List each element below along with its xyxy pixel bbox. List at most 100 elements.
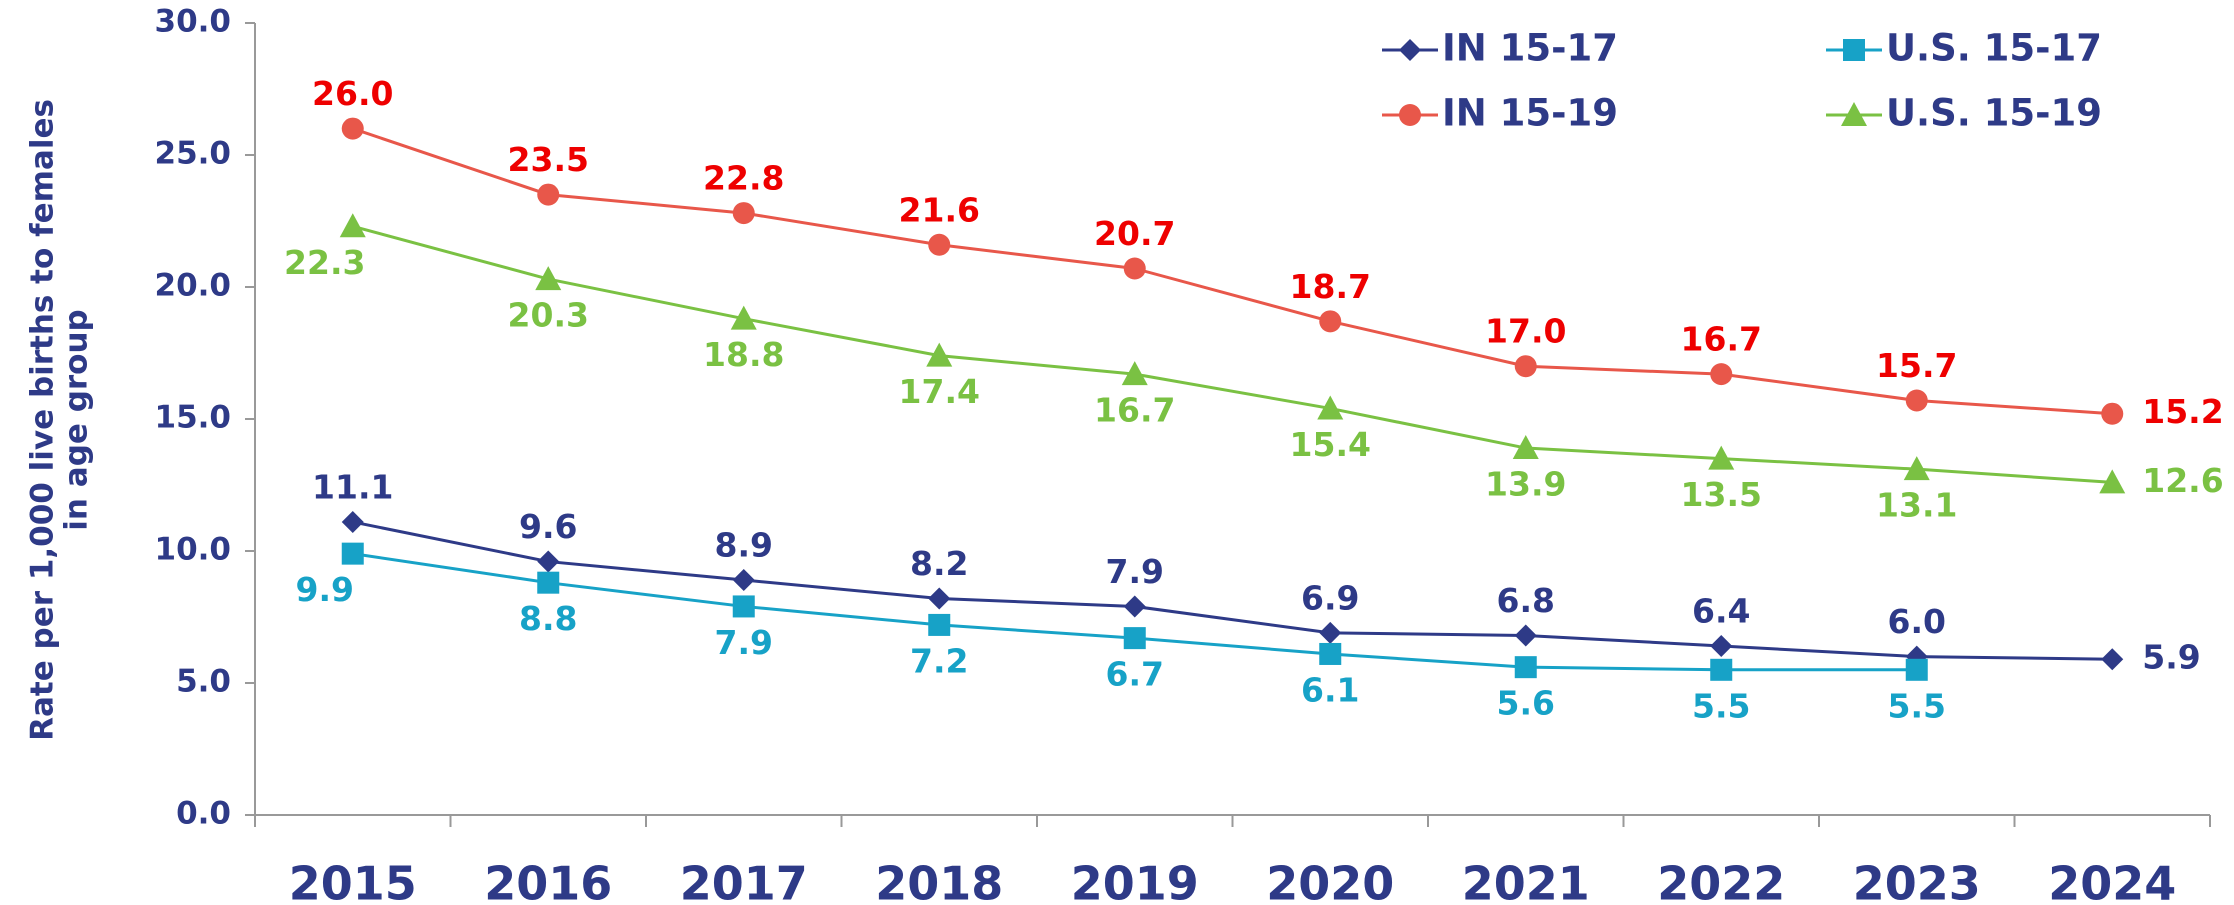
point: [732, 569, 755, 592]
value-label: 13.5: [1681, 475, 1762, 514]
point: [1710, 635, 1733, 658]
y-tick-label: 25.0: [155, 136, 232, 172]
y-axis-label: in age group: [59, 309, 95, 530]
point: [928, 613, 951, 636]
value-label: 12.6: [2142, 461, 2223, 500]
value-label: 11.1: [312, 467, 393, 506]
value-label: 22.8: [703, 159, 784, 198]
value-label: 9.9: [296, 570, 354, 609]
value-label: 5.5: [1888, 686, 1946, 725]
point: [2101, 402, 2124, 425]
value-label: 6.8: [1497, 581, 1555, 620]
value-label: 9.6: [519, 507, 577, 546]
value-label: 6.7: [1106, 655, 1164, 694]
y-axis-label: Rate per 1,000 live births to females: [25, 99, 61, 741]
value-label: 17.4: [899, 372, 980, 411]
value-label: 21.6: [899, 190, 980, 229]
point: [2099, 469, 2126, 494]
point: [1905, 389, 1928, 412]
x-tick-label: 2024: [2048, 857, 2176, 905]
legend-marker: [1399, 39, 1421, 61]
value-label: 18.7: [1290, 267, 1371, 306]
value-label: 8.8: [519, 599, 577, 638]
point: [537, 550, 560, 573]
y-tick-label: 30.0: [155, 4, 232, 40]
value-label: 16.7: [1094, 391, 1175, 430]
value-label: 20.7: [1094, 214, 1175, 253]
legend-label: IN 15-19: [1442, 92, 1618, 135]
value-label: 6.4: [1692, 592, 1750, 631]
value-label: 6.9: [1301, 578, 1359, 617]
value-label: 5.9: [2142, 638, 2200, 677]
value-label: 23.5: [508, 140, 589, 179]
point: [926, 342, 953, 367]
value-label: 20.3: [508, 296, 589, 335]
legend-marker: [1843, 39, 1865, 61]
series-line: [352, 127, 2113, 416]
point: [928, 233, 951, 256]
point: [1710, 658, 1733, 681]
value-label: 6.1: [1301, 670, 1359, 709]
legend-label: U.S. 15-17: [1886, 27, 2102, 70]
x-tick-label: 2023: [1853, 857, 1981, 905]
x-tick-label: 2015: [289, 857, 417, 905]
x-tick-label: 2018: [875, 857, 1003, 905]
y-tick-label: 20.0: [155, 268, 232, 304]
value-label: 7.9: [1106, 552, 1164, 591]
value-label: 8.9: [715, 526, 773, 565]
y-tick-label: 10.0: [155, 532, 232, 568]
point: [2101, 648, 2124, 671]
legend-label: U.S. 15-19: [1886, 92, 2102, 135]
value-label: 6.0: [1888, 602, 1946, 641]
x-tick-label: 2022: [1657, 857, 1785, 905]
point: [1317, 395, 1344, 420]
value-label: 15.7: [1876, 346, 1957, 385]
point: [1905, 658, 1928, 681]
value-label: 13.1: [1876, 486, 1957, 525]
point: [341, 117, 364, 140]
value-label: 15.4: [1290, 425, 1371, 464]
value-label: 22.3: [284, 243, 365, 282]
series-line: [352, 520, 2113, 661]
point: [1514, 624, 1537, 647]
value-label: 13.9: [1485, 465, 1566, 504]
point: [537, 571, 560, 594]
value-label: 7.9: [715, 623, 773, 662]
y-tick-label: 15.0: [155, 400, 232, 436]
value-label: 5.5: [1692, 686, 1750, 725]
point: [339, 213, 366, 238]
value-label: 26.0: [312, 74, 393, 113]
point: [928, 587, 951, 610]
x-tick-label: 2019: [1071, 857, 1199, 905]
x-tick-label: 2021: [1462, 857, 1590, 905]
point: [537, 183, 560, 206]
point: [1121, 361, 1148, 386]
y-tick-label: 5.0: [176, 664, 231, 700]
point: [1319, 621, 1342, 644]
point: [341, 542, 364, 565]
value-label: 16.7: [1681, 320, 1762, 359]
point: [1708, 445, 1735, 470]
point: [1319, 310, 1342, 333]
point: [732, 595, 755, 618]
point: [1710, 363, 1733, 386]
x-tick-label: 2020: [1266, 857, 1394, 905]
value-label: 5.6: [1497, 684, 1555, 723]
point: [1514, 355, 1537, 378]
point: [730, 305, 757, 330]
point: [1514, 656, 1537, 679]
point: [341, 510, 364, 533]
point: [1123, 627, 1146, 650]
value-label: 15.2: [2142, 392, 2223, 431]
legend-label: IN 15-17: [1442, 27, 1618, 70]
point: [535, 266, 562, 291]
value-label: 18.8: [703, 335, 784, 374]
x-tick-label: 2017: [680, 857, 808, 905]
legend-marker: [1399, 104, 1421, 126]
x-tick-label: 2016: [484, 857, 612, 905]
point: [1123, 257, 1146, 280]
y-tick-label: 0.0: [176, 796, 231, 832]
value-label: 17.0: [1485, 312, 1566, 351]
legend-marker: [1841, 102, 1867, 126]
